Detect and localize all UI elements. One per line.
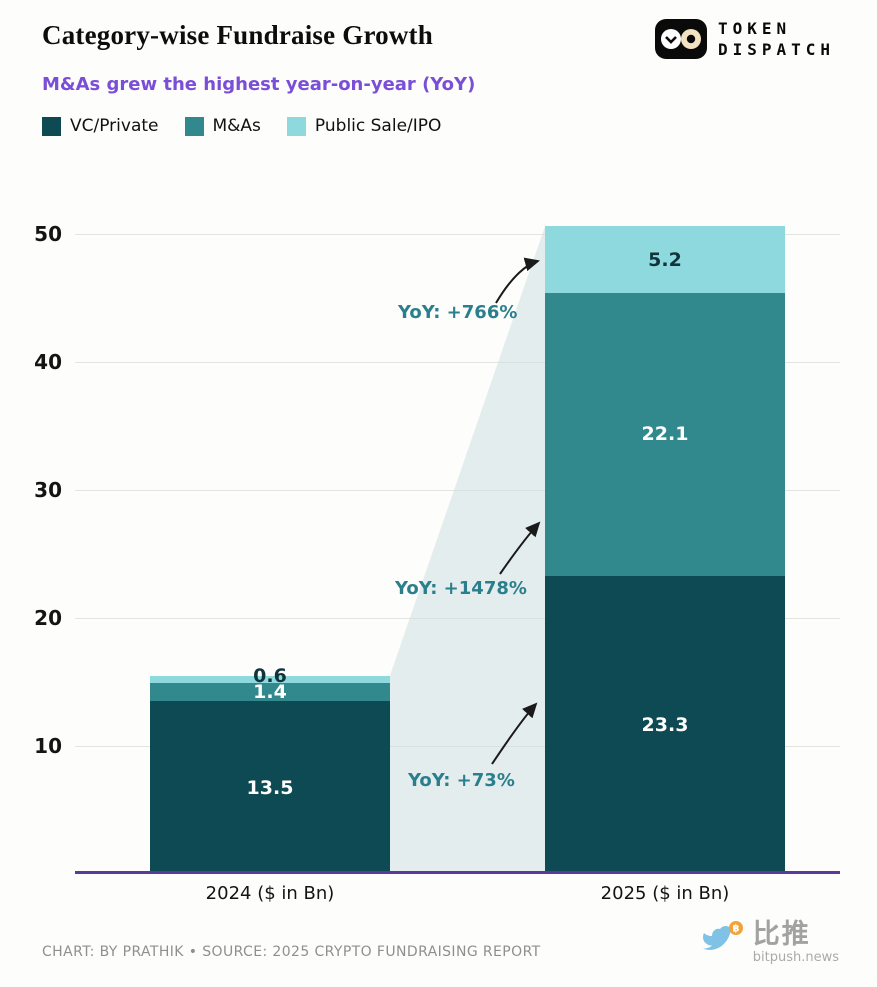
svg-text:฿: ฿ (732, 924, 739, 935)
bar-segment-vc-private (150, 701, 390, 874)
bitpush-bird-icon: ฿ (702, 921, 743, 950)
token-dispatch-logo: TOKEN DISPATCH (654, 18, 835, 60)
y-axis-tick-label: 30 (34, 478, 62, 502)
page-title: Category-wise Fundraise Growth (42, 20, 433, 50)
growth-connector-band (390, 226, 545, 871)
legend-label-public-sale: Public Sale/IPO (314, 116, 442, 136)
annotation-yoy-vc: YoY: +73% (408, 770, 515, 791)
brand-line-2: DISPATCH (717, 40, 835, 59)
bitpush-url: bitpush.news (752, 950, 839, 965)
bar-segment-m-as (545, 292, 785, 576)
owl-goggles-icon (654, 19, 707, 59)
legend-item-public-sale: Public Sale/IPO (286, 116, 442, 136)
subtitle: M&As grew the highest year-on-year (YoY) (42, 74, 476, 95)
x-axis-category-label: 2024 ($ in Bn) (205, 883, 335, 904)
bar-value-label: 0.6 (253, 664, 287, 687)
legend-item-mas: M&As (184, 116, 261, 136)
bar-segment-m-as (150, 683, 390, 702)
bitpush-logo: ฿ 比推 bitpush.news (701, 920, 839, 965)
legend-item-vc-private: VC/Private (42, 116, 159, 136)
y-axis-tick-label: 50 (34, 222, 62, 246)
legend: VC/Private M&As Public Sale/IPO (42, 116, 441, 136)
bar-value-label: 1.4 (253, 681, 287, 704)
bar-value-label: 5.2 (648, 248, 682, 271)
bar-value-label: 22.1 (641, 423, 689, 446)
bar-value-label: 23.3 (641, 713, 689, 736)
bar-segment-public-sale-ipo (545, 226, 785, 293)
bar-segment-vc-private (545, 575, 785, 874)
bar-value-label: 13.5 (246, 776, 294, 799)
gridline (75, 234, 840, 235)
legend-swatch-mas (184, 116, 204, 136)
gridline (75, 362, 840, 363)
legend-label-vc-private: VC/Private (70, 116, 159, 136)
bar-segment-public-sale-ipo (150, 675, 390, 684)
annotation-yoy-mas: YoY: +1478% (395, 578, 527, 599)
chart-credit: CHART: BY PRATHIK • SOURCE: 2025 CRYPTO … (42, 944, 541, 960)
arrow-to-mas-segment (499, 521, 541, 575)
annotation-yoy-public-sale: YoY: +766% (398, 302, 518, 323)
legend-swatch-vc-private (42, 116, 61, 136)
brand-line-1: TOKEN (717, 19, 792, 38)
legend-label-mas: M&As (212, 116, 261, 136)
bitpush-text: 比推 bitpush.news (752, 919, 839, 966)
arrow-to-vc-segment (491, 702, 538, 765)
legend-swatch-public-sale (286, 116, 306, 136)
y-axis-tick-label: 40 (34, 350, 62, 374)
bitpush-chinese-name: 比推 (752, 919, 811, 950)
y-axis-tick-label: 20 (34, 606, 62, 630)
x-axis-line (75, 871, 840, 874)
y-axis-tick-label: 10 (34, 734, 62, 758)
brand-wordmark: TOKEN DISPATCH (718, 18, 835, 60)
x-axis-category-label: 2025 ($ in Bn) (600, 883, 730, 904)
arrow-to-public-sale-segment (495, 257, 540, 304)
